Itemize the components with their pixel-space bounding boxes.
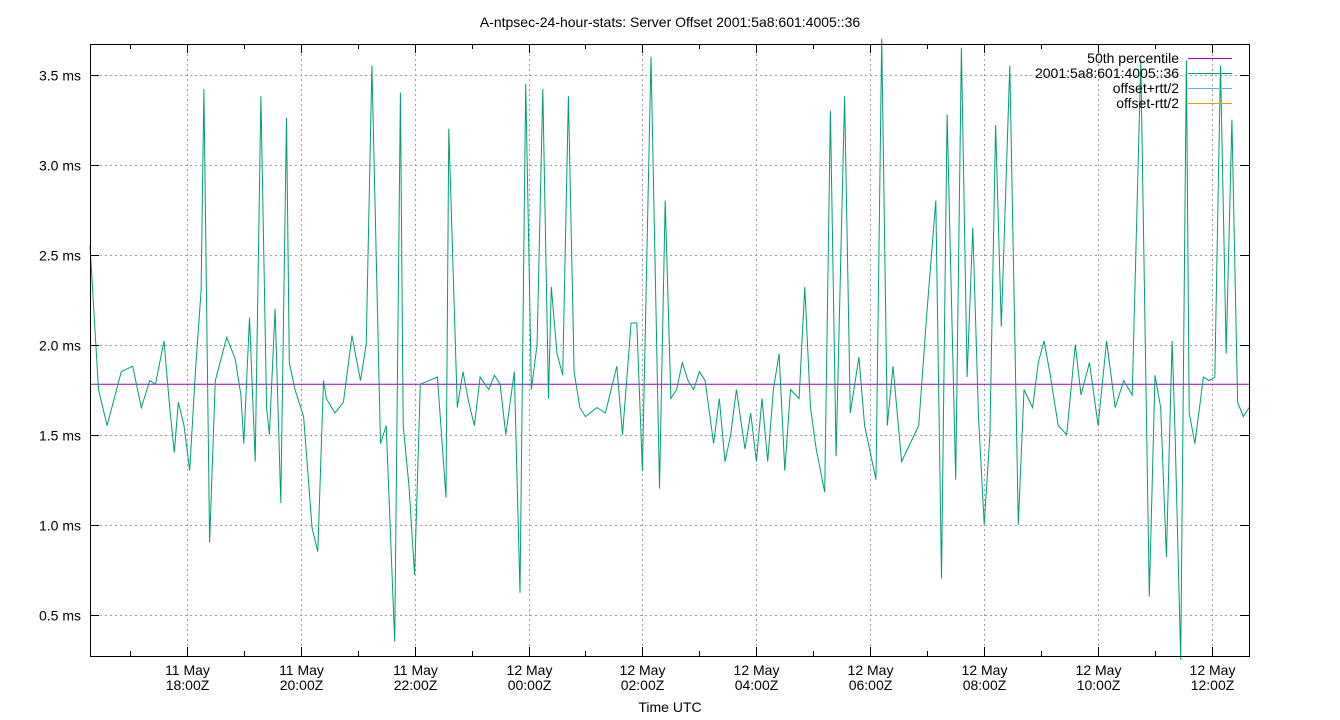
x-tick-label-time: 04:00Z [735, 677, 779, 693]
x-tick-label-date: 12 May [1076, 662, 1122, 678]
legend-label: offset-rtt/2 [1116, 95, 1179, 111]
legend-label: 2001:5a8:601:4005::36 [1035, 65, 1179, 81]
x-axis-label: Time UTC [638, 699, 701, 715]
legend-label: offset+rtt/2 [1113, 80, 1179, 96]
y-tick-label: 3.0 ms [39, 158, 81, 174]
legend-label: 50th percentile [1087, 50, 1179, 66]
x-tick-label-time: 08:00Z [963, 677, 1007, 693]
y-tick-label: 1.0 ms [39, 518, 81, 534]
x-tick-label-time: 18:00Z [166, 677, 210, 693]
x-tick-label-time: 06:00Z [849, 677, 893, 693]
y-tick-label: 2.0 ms [39, 338, 81, 354]
x-tick-label-time: 02:00Z [621, 677, 665, 693]
grid [90, 44, 1249, 656]
legend: 50th percentile2001:5a8:601:4005::36offs… [1035, 50, 1232, 111]
series-layer [89, 38, 1250, 660]
x-tick-label-date: 12 May [1190, 662, 1236, 678]
x-tick-label-date: 12 May [962, 662, 1008, 678]
x-tick-label-date: 12 May [507, 662, 553, 678]
x-tick-label-date: 12 May [620, 662, 666, 678]
x-tick-label-date: 11 May [393, 662, 438, 678]
x-tick-label-time: 12:00Z [1191, 677, 1235, 693]
x-tick-label-time: 22:00Z [394, 677, 438, 693]
x-tick-label-time: 10:00Z [1077, 677, 1121, 693]
y-tick-label: 0.5 ms [39, 608, 81, 624]
x-tick-label-date: 11 May [279, 662, 324, 678]
x-tick-label-time: 20:00Z [280, 677, 324, 693]
y-axis-ticks: 0.5 ms 1.0 ms 1.5 ms 2.0 ms 2.5 ms 3.0 ms 3.5 … [39, 68, 1249, 624]
chart-title: A-ntpsec-24-hour-stats: Server Offset 20… [480, 14, 861, 30]
y-tick-label: 3.5 ms [39, 68, 81, 84]
x-tick-label-date: 12 May [848, 662, 894, 678]
y-tick-label: 2.5 ms [39, 248, 81, 264]
x-tick-label-time: 00:00Z [508, 677, 552, 693]
series-line-1 [89, 38, 1250, 660]
y-tick-label: 1.5 ms [39, 428, 81, 444]
plot-border [90, 44, 1250, 657]
x-tick-label-date: 12 May [734, 662, 780, 678]
x-tick-label-date: 11 May [165, 662, 210, 678]
